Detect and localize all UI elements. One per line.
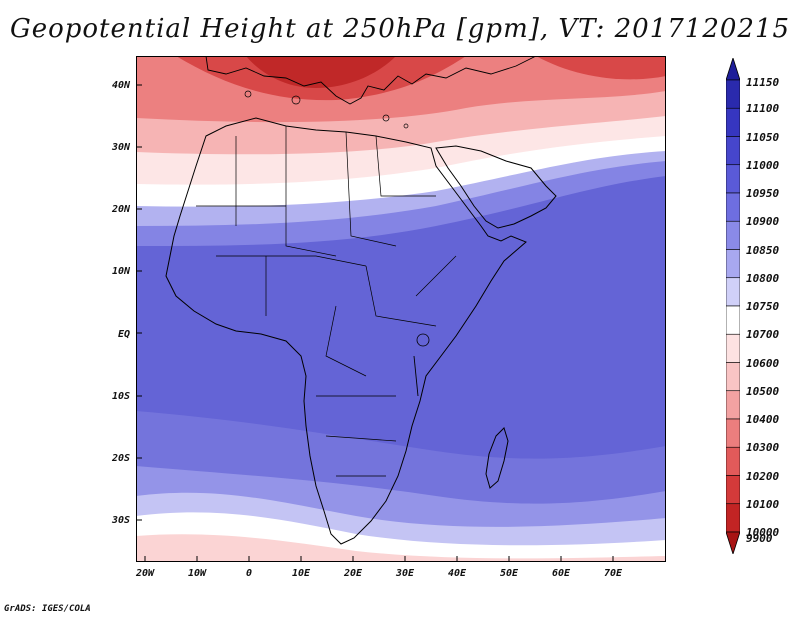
colorbar-swatches — [725, 56, 741, 556]
colorbar-label: 10300 — [746, 441, 780, 455]
colorbar-cell — [725, 418, 741, 448]
lat-label-10s: 10S — [111, 391, 130, 402]
lon-label-10w: 10W — [187, 568, 207, 579]
colorbar-label: 10500 — [746, 384, 780, 398]
colorbar-cell — [725, 136, 741, 166]
band-ne-red — [536, 56, 666, 80]
colorbar-label: 11050 — [746, 130, 780, 144]
colorbar-label: 11000 — [746, 158, 780, 172]
lon-label-10e: 10E — [291, 568, 311, 579]
lon-label-20e: 20E — [343, 568, 363, 579]
colorbar-cell — [725, 446, 741, 476]
lon-label-50e: 50E — [499, 568, 519, 579]
colorbar-cell — [725, 164, 741, 194]
colorbar-cell — [725, 277, 741, 307]
colorbar-bottom-arrow — [725, 531, 741, 556]
band-s-pale — [136, 534, 666, 562]
colorbar-cell — [725, 503, 741, 533]
lon-label-0: 0 — [245, 568, 253, 579]
colorbar-label: 10100 — [746, 497, 780, 511]
colorbar-cells — [725, 79, 741, 533]
geopotential-map — [136, 56, 666, 562]
map-panel — [136, 56, 666, 562]
colorbar-cell — [725, 192, 741, 222]
colorbar-cell — [725, 220, 741, 250]
colorbar-top-arrow — [725, 56, 741, 81]
lon-label-60e: 60E — [551, 568, 571, 579]
colorbar-cell — [725, 333, 741, 363]
lat-label-40n: 40N — [111, 80, 130, 91]
colorbar-label: 10400 — [746, 413, 780, 426]
colorbar-cell — [725, 305, 741, 335]
lon-label-30e: 30E — [395, 568, 415, 579]
colorbar-cell — [725, 475, 741, 505]
colorbar-cell — [725, 390, 741, 420]
lat-label-30s: 30S — [111, 515, 130, 526]
lon-label-70e: 70E — [603, 568, 623, 579]
colorbar-cell — [725, 79, 741, 109]
colorbar-label: 10850 — [746, 243, 780, 257]
lake-victoria — [416, 333, 430, 347]
map-title: Geopotential Height at 250hPa [gpm], VT:… — [9, 14, 791, 44]
map-border — [136, 56, 666, 562]
colorbar-label: 11100 — [746, 102, 780, 116]
colorbar-cell — [725, 362, 741, 392]
coast-europe — [205, 56, 537, 105]
colorbar-label: 9900 — [746, 532, 773, 545]
lat-label-20n: 20N — [111, 204, 130, 215]
colorbar-label: 10950 — [746, 187, 780, 200]
lat-label-30n: 30N — [111, 142, 130, 153]
coast-arabia — [435, 145, 557, 229]
lat-label-10n: 10N — [111, 266, 130, 277]
lake-tanganyika — [413, 355, 419, 397]
colorbar-label: 11150 — [746, 76, 780, 89]
colorbar-label: 10800 — [746, 271, 780, 285]
colorbar — [725, 56, 741, 556]
colorbar-label: 10600 — [746, 356, 780, 370]
colorbar-cell — [725, 107, 741, 137]
lon-label-20w: 20W — [135, 568, 155, 579]
colorbar-cell — [725, 249, 741, 279]
band-n-darkest — [246, 56, 396, 88]
lon-label-40e: 40E — [447, 568, 467, 579]
lat-label-20s: 20S — [111, 453, 130, 464]
country-borders — [196, 126, 457, 477]
islands — [244, 90, 409, 129]
coast-madagascar — [485, 427, 509, 489]
colorbar-label: 10700 — [746, 328, 780, 342]
colorbar-label: 10900 — [746, 215, 780, 229]
colorbar-label: 10200 — [746, 469, 780, 483]
lat-label-eq: EQ — [117, 329, 130, 340]
coast-africa — [165, 117, 527, 545]
colorbar-label: 10750 — [746, 300, 780, 313]
grads-credit: GrADS: IGES/COLA — [4, 604, 91, 614]
colorbar-label: 10000 — [746, 526, 780, 539]
